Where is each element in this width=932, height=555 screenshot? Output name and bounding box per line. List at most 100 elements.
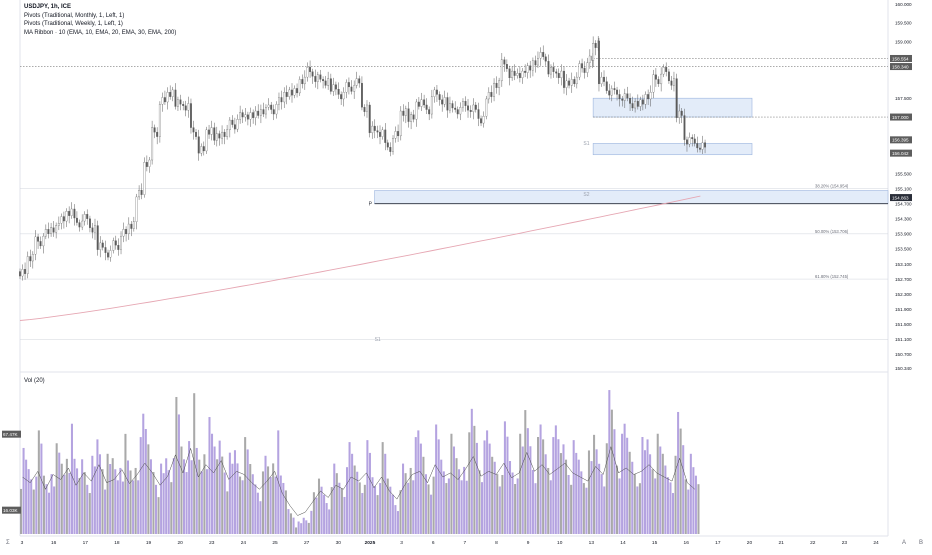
volume-bar xyxy=(30,479,33,534)
volume-bar xyxy=(422,456,425,534)
volume-bar xyxy=(626,437,629,534)
candle-body xyxy=(221,131,224,139)
candle-body xyxy=(360,82,363,108)
volume-bar xyxy=(188,441,191,534)
volume-bar xyxy=(692,467,695,534)
volume-bar xyxy=(37,430,40,534)
volume-bar xyxy=(427,484,430,534)
candle-body xyxy=(166,92,169,103)
time-tick-16: 9 xyxy=(527,540,530,546)
candle-body xyxy=(688,137,691,145)
volume-bar xyxy=(488,443,491,534)
price-tick-18: 152.300 xyxy=(895,292,912,297)
candle-body xyxy=(381,129,384,137)
candle-body xyxy=(373,125,376,131)
volume-bar xyxy=(22,447,25,534)
volume-bar xyxy=(162,473,165,534)
candle-body xyxy=(570,79,573,86)
candle-body xyxy=(70,208,73,216)
zone-2 xyxy=(374,190,889,205)
candle-body xyxy=(148,159,151,167)
volume-bar xyxy=(216,459,219,534)
volume-bar xyxy=(666,477,669,534)
candle-body xyxy=(319,74,322,80)
candle-body xyxy=(539,52,542,59)
candle-body xyxy=(62,216,65,222)
candle-body xyxy=(99,242,102,250)
volume-bar xyxy=(430,494,433,534)
candle-body xyxy=(639,99,642,107)
candle-body xyxy=(26,256,29,274)
candle-body xyxy=(161,97,164,105)
volume-bar xyxy=(180,446,183,534)
candle-body xyxy=(177,99,179,107)
price-tag-bg-0 xyxy=(890,54,912,62)
candle-body xyxy=(296,88,299,94)
volume-bar xyxy=(562,444,565,534)
candle-body xyxy=(24,269,27,274)
candle-body xyxy=(683,115,686,140)
candle-body xyxy=(449,103,451,111)
volume-bar xyxy=(142,413,145,534)
ma-ribbon-label[interactable]: MA Ribbon · 10 (EMA, 10, EMA, 20, EMA, 3… xyxy=(24,29,177,36)
volume-bar xyxy=(496,474,499,534)
volume-bar xyxy=(585,487,588,534)
candle-body xyxy=(130,223,133,229)
volume-bar xyxy=(679,428,682,534)
candle-body xyxy=(182,104,185,106)
volume-bar xyxy=(137,480,140,534)
volume-bar xyxy=(582,483,585,534)
candle-body xyxy=(213,127,216,141)
candle-body xyxy=(342,92,345,100)
candle-body xyxy=(171,89,174,97)
candle-body xyxy=(469,110,472,112)
candle-body xyxy=(353,85,356,92)
time-tick-11: 2025 xyxy=(365,540,376,546)
time-tick-21: 16 xyxy=(684,540,690,546)
price-tick-0: 160.000 xyxy=(895,2,912,7)
time-tick-2: 17 xyxy=(83,540,89,546)
volume-bar xyxy=(376,495,379,534)
volume-bar xyxy=(315,497,318,534)
candle-body xyxy=(407,108,410,122)
volume-bar xyxy=(661,453,664,534)
candle-body xyxy=(649,92,652,100)
time-axis[interactable]: 3 16 17 18 19 20 23 24 25 27 30 2025 3 6 7 8 9 10 13 14 15 16… xyxy=(21,540,879,546)
candle-body xyxy=(156,131,159,137)
volume-bar xyxy=(417,430,420,534)
volume-indicator-label[interactable]: Vol (20) xyxy=(24,378,45,384)
candle-body xyxy=(363,107,366,112)
volume-bar xyxy=(368,452,371,534)
volume-bar xyxy=(81,459,84,534)
candle-body xyxy=(140,189,143,195)
volume-bar xyxy=(646,439,649,534)
volume-bar xyxy=(134,467,137,534)
volume-bar xyxy=(470,408,473,534)
volume-bar xyxy=(203,454,206,534)
symbol-line[interactable]: USDJPY, 1h, ICE xyxy=(24,4,72,10)
price-axis[interactable]: 160.000 159.500 159.000 157.500 155.500 155.1… xyxy=(895,2,912,371)
candle-body xyxy=(573,79,576,85)
volume-bar xyxy=(185,472,188,534)
pivots-monthly-label[interactable]: Pivots (Traditional, Monthly, 1, Left, 1… xyxy=(24,12,125,19)
volume-bar xyxy=(35,476,38,534)
price-tick-12: 154.700 xyxy=(895,202,912,207)
pivots-weekly-label[interactable]: Pivots (Traditional, Weekly, 1, Left, 1) xyxy=(24,21,123,28)
auto-scale-button[interactable]: A xyxy=(902,540,907,546)
volume-bar xyxy=(73,458,76,534)
candle-body xyxy=(629,98,632,104)
price-tag-0: 158.554 xyxy=(892,56,909,61)
time-tick-20: 15 xyxy=(652,540,658,546)
log-scale-button[interactable]: B xyxy=(919,540,924,546)
volume-bar xyxy=(65,458,68,534)
volume-bar xyxy=(600,474,603,534)
volume-bar xyxy=(659,446,662,534)
volume-bar xyxy=(86,484,89,534)
volume-bar xyxy=(53,486,56,534)
sigma-icon[interactable]: Σ xyxy=(6,540,10,546)
volume-bar xyxy=(374,486,377,534)
volume-bar xyxy=(348,442,351,534)
candle-body xyxy=(324,80,327,86)
